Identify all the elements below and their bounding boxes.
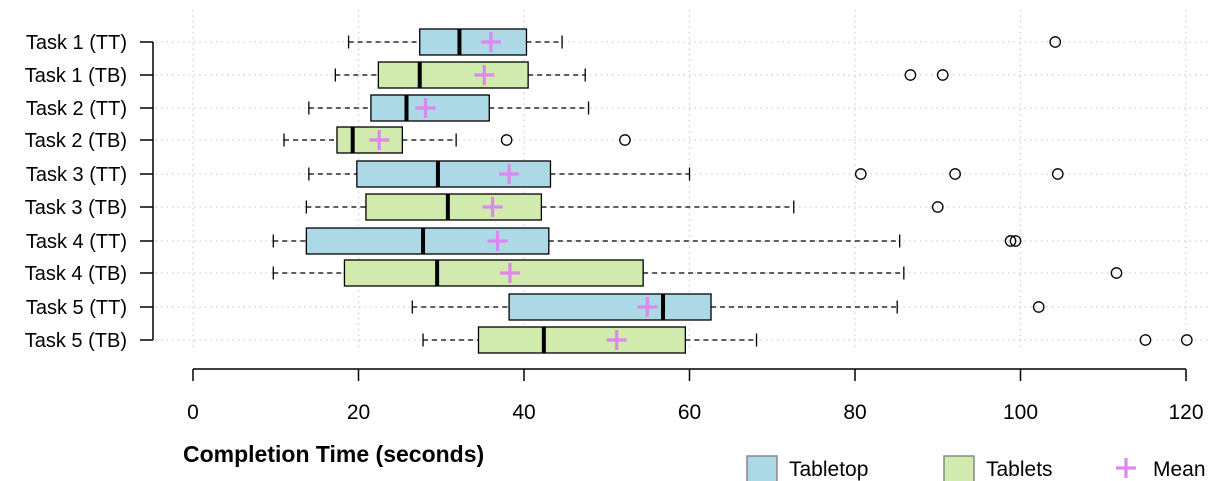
y-tick-label: Task 2 (TT) <box>26 98 127 120</box>
x-tick-label: 20 <box>347 401 370 424</box>
outlier-point <box>1009 235 1022 247</box>
x-tick-label: 80 <box>843 401 866 424</box>
box-task-3-tb <box>305 193 944 221</box>
y-tick-label: Task 2 (TB) <box>25 130 127 152</box>
legend-item-mean: Mean <box>1116 458 1206 481</box>
box-iqr <box>419 28 528 56</box>
y-tick-label: Task 1 (TB) <box>25 65 127 87</box>
boxes <box>272 28 1193 354</box>
box-task-1-tb <box>334 61 949 89</box>
outlier-point <box>1004 235 1017 247</box>
outlier-point <box>936 69 949 81</box>
box-iqr <box>508 293 712 321</box>
legend-swatch <box>746 455 778 481</box>
legend-swatch <box>943 455 975 481</box>
box-task-1-tt <box>347 28 1062 56</box>
box-task-2-tt <box>308 94 590 122</box>
legend: Tabletop Tablets Mean <box>746 455 1206 481</box>
outlier-point <box>949 168 961 180</box>
x-tick-label: 100 <box>1003 401 1038 424</box>
mean-marker <box>606 330 627 350</box>
legend-label: Tablets <box>986 458 1053 481</box>
box-task-4-tt <box>272 227 1022 255</box>
outlier-point <box>931 201 944 213</box>
box-task-2-tb <box>283 126 631 154</box>
box-iqr <box>305 227 550 255</box>
x-tick-label: 120 <box>1168 401 1203 424</box>
mean-marker <box>499 164 520 184</box>
x-tick-label: 60 <box>678 401 701 424</box>
box-task-3-tt <box>308 160 1064 188</box>
box-task-4-tb <box>272 259 1123 287</box>
x-tick-label: 40 <box>512 401 535 424</box>
legend-mean-marker <box>1116 458 1136 478</box>
mean-marker <box>415 98 436 118</box>
mean-marker <box>482 197 503 217</box>
outlier-point <box>1110 267 1123 279</box>
axes: Task 1 (TT) Task 1 (TB) Task 2 (TT) Task 2 … <box>25 32 1204 424</box>
box-iqr <box>377 61 529 89</box>
y-tick-label: Task 3 (TB) <box>25 197 127 219</box>
mean-marker <box>637 297 658 317</box>
legend-item-tabletop: Tabletop <box>746 455 868 481</box>
x-tick-label: 0 <box>187 401 199 424</box>
outlier-point <box>1139 334 1152 346</box>
box-task-5-tb <box>422 326 1193 354</box>
y-tick-label: Task 1 (TT) <box>26 32 127 54</box>
mean-marker <box>474 65 495 85</box>
outlier-point <box>1032 301 1045 313</box>
x-axis-label: Completion Time (seconds) <box>183 441 484 467</box>
y-tick-label: Task 4 (TT) <box>26 231 127 253</box>
legend-label: Tabletop <box>789 458 868 481</box>
y-tick-label: Task 4 (TB) <box>25 263 127 285</box>
outlier-point <box>854 168 867 180</box>
mean-marker <box>487 231 508 251</box>
y-tick-label: Task 5 (TB) <box>25 330 127 352</box>
outlier-point <box>1051 168 1064 180</box>
box-iqr <box>356 160 552 188</box>
y-tick-label: Task 3 (TT) <box>26 164 127 186</box>
outlier-point <box>904 69 917 81</box>
mean-marker <box>480 32 501 52</box>
box-iqr <box>477 326 687 354</box>
outlier-point <box>500 134 513 146</box>
mean-marker <box>499 263 520 283</box>
y-tick-label: Task 5 (TT) <box>26 297 127 319</box>
legend-label: Mean <box>1153 458 1206 481</box>
box-task-5-tt <box>411 293 1045 321</box>
outlier-point <box>1049 36 1062 48</box>
box-iqr <box>343 259 644 287</box>
mean-marker <box>369 130 390 150</box>
legend-item-tablets: Tablets <box>943 455 1053 481</box>
outlier-point <box>619 134 631 146</box>
box-iqr <box>365 193 543 221</box>
outlier-point <box>1180 334 1193 346</box>
